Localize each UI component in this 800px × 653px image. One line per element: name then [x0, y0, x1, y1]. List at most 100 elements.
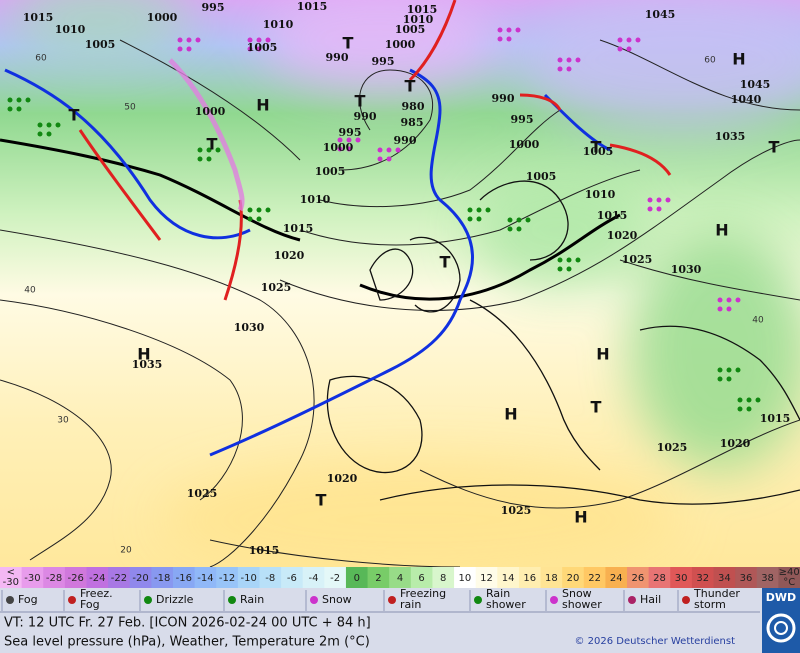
isobar-label: 990 [326, 51, 349, 64]
weather-dot [247, 37, 253, 43]
legend-icon [682, 596, 690, 604]
weather-dot [647, 197, 653, 203]
weather-dot [726, 297, 732, 303]
scale-cell [64, 567, 87, 588]
weather-dot [656, 197, 662, 203]
description: Sea level pressure (hPa), Weather, Tempe… [4, 635, 370, 650]
pressure-center: T [69, 106, 80, 125]
scale-cell [43, 567, 66, 588]
scale-cell [670, 567, 693, 588]
scale-cell [735, 567, 758, 588]
scale-cell [324, 567, 347, 588]
isobar-label: 1035 [715, 130, 746, 143]
weather-dot [197, 156, 203, 162]
scale-cell [389, 567, 412, 588]
scale-label: 4 [397, 573, 403, 584]
scale-label: 20 [567, 573, 580, 584]
weather-dot [186, 46, 192, 52]
weather-dot [737, 397, 743, 403]
scale-label: 36 [740, 573, 753, 584]
weather-dot [726, 367, 732, 373]
latitude-label: 20 [120, 546, 132, 556]
isobar-label: 995 [202, 1, 225, 14]
isobar-label: 1020 [274, 249, 305, 262]
scale-label: -30 [3, 577, 19, 588]
isobar-label: 1000 [147, 11, 178, 24]
legend-icon [6, 596, 14, 604]
pressure-center: T [316, 491, 327, 510]
isobar-label: 1000 [509, 138, 540, 151]
weather-dot [355, 137, 361, 143]
weather-dot [626, 37, 632, 43]
weather-dot [386, 156, 392, 162]
scale-cell [713, 567, 736, 588]
weather-dot [247, 216, 253, 222]
isobar-label: 1010 [55, 23, 86, 36]
weather-dot [346, 137, 352, 143]
scale-label: -18 [154, 573, 170, 584]
scale-cell [345, 567, 369, 588]
weather-dot [16, 97, 22, 103]
pressure-center: H [732, 50, 745, 69]
weather-dot [197, 147, 203, 153]
isobar-label: 1010 [403, 13, 434, 26]
weather-dot [485, 207, 491, 213]
weather-dot [16, 106, 22, 112]
isobar-label: 1045 [740, 78, 771, 91]
isobar-label: 1005 [315, 165, 346, 178]
weather-dot [557, 257, 563, 263]
isobar-label: 1015 [760, 412, 791, 425]
pressure-center: H [715, 221, 728, 240]
weather-dot [37, 122, 43, 128]
isobar-label: 1020 [720, 437, 751, 450]
latitude-label: 30 [57, 416, 69, 426]
weather-dot [575, 57, 581, 63]
isobar-label: 1005 [526, 170, 557, 183]
isobar-label: 1025 [657, 441, 688, 454]
scale-label: 30 [675, 573, 688, 584]
weather-dot [247, 207, 253, 213]
legend-icon [310, 596, 318, 604]
weather-dot [55, 122, 61, 128]
temperature-scale: <-30 -30 -28 -26 -24 -22 -20 -18 -16 -14 -12 -10 -8-… [0, 567, 800, 588]
legend-background [0, 588, 800, 653]
isobar-label: 1010 [585, 188, 616, 201]
weather-dot [755, 397, 761, 403]
weather-dot [717, 297, 723, 303]
weather-dot [575, 257, 581, 263]
isobar-label: 1025 [187, 487, 218, 500]
weather-dot [726, 306, 732, 312]
pressure-center: T [591, 398, 602, 417]
scale-cell [410, 567, 433, 588]
isobar-label: 1020 [607, 229, 638, 242]
pressure-center: T [355, 92, 366, 111]
pressure-center: H [256, 96, 269, 115]
isobar-label: 1005 [247, 41, 278, 54]
legend-label: Rain [240, 593, 264, 606]
scale-label: -14 [197, 573, 213, 584]
isobar-label: 1015 [249, 544, 280, 557]
isobar-label: 1040 [731, 93, 762, 106]
scale-label: 12 [480, 573, 493, 584]
weather-dot [476, 207, 482, 213]
weather-dot [557, 66, 563, 72]
pressure-center: T [769, 138, 780, 157]
legend-label: shower [562, 598, 602, 611]
legend-icon [550, 596, 558, 604]
scale-cell [583, 567, 606, 588]
latitude-label: 40 [752, 316, 764, 326]
scale-cell [605, 567, 628, 588]
weather-dot [215, 147, 221, 153]
scale-cell [281, 567, 304, 588]
weather-dot [566, 266, 572, 272]
scale-label: -24 [89, 573, 105, 584]
isobar-label: 1005 [395, 23, 426, 36]
weather-dot [557, 57, 563, 63]
weather-dot [557, 266, 563, 272]
scale-cell [21, 567, 44, 588]
weather-dot [177, 37, 183, 43]
legend-label: Drizzle [156, 593, 194, 606]
weather-dot [717, 306, 723, 312]
weather-dot [467, 216, 473, 222]
